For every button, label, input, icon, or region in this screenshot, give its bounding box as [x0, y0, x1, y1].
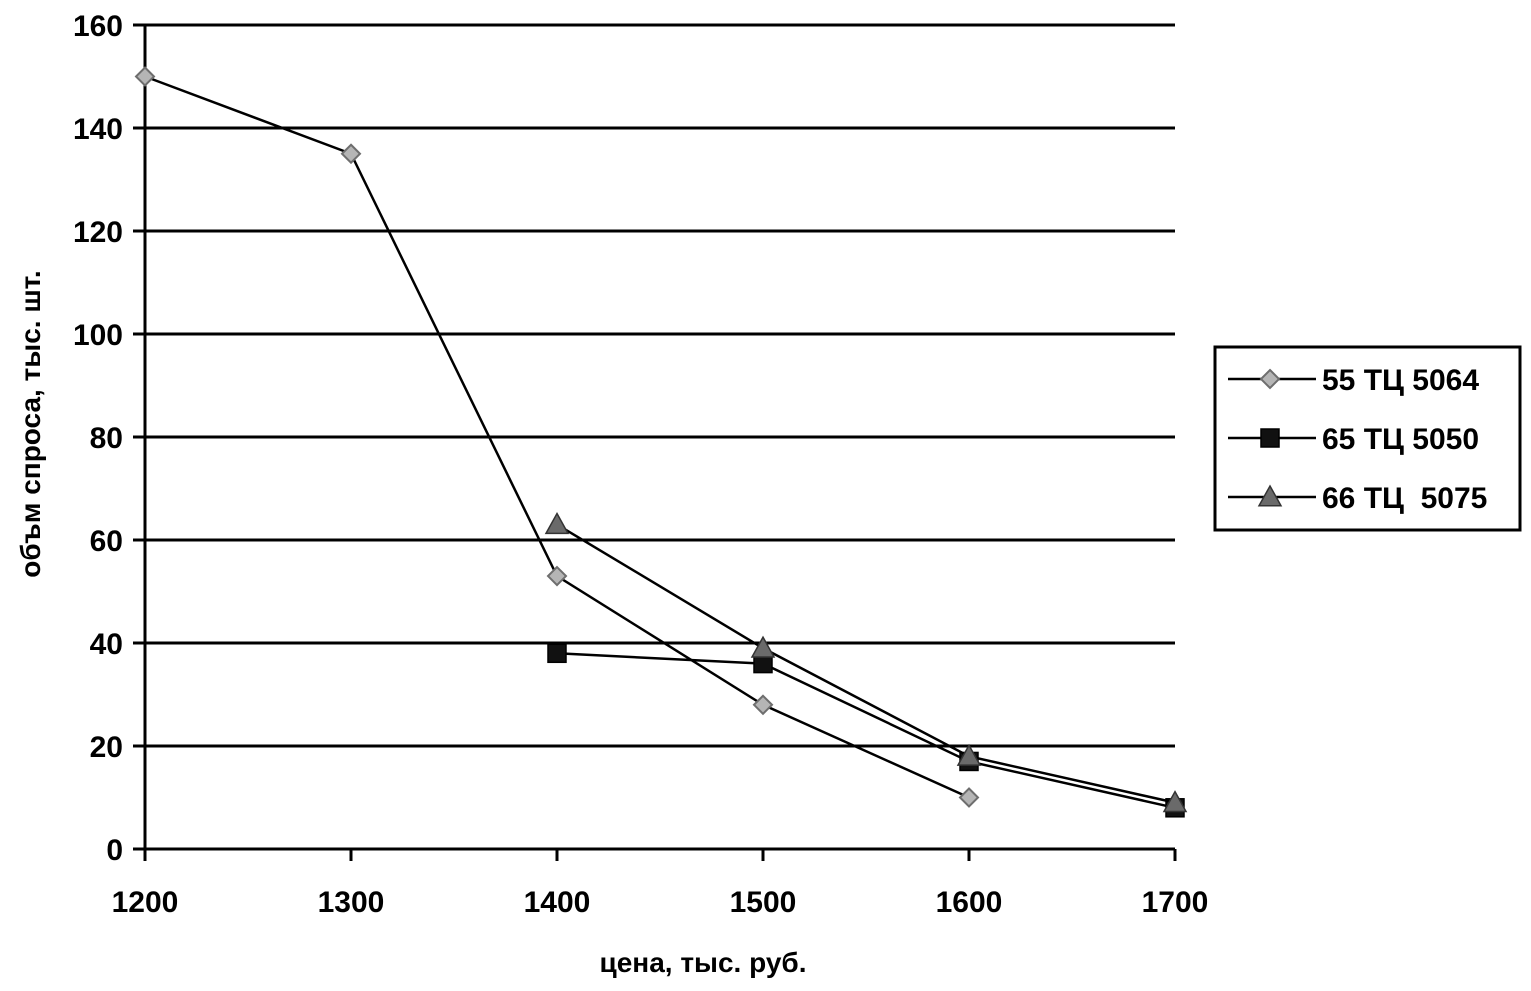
x-tick-label-1700: 1700: [1142, 886, 1209, 919]
y-tick-label-20: 20: [90, 731, 123, 764]
legend-item-3: 66 ТЦ 5075: [1228, 482, 1487, 515]
y-tick-label-120: 120: [73, 216, 123, 249]
series-2: [547, 643, 1185, 818]
axes: [133, 23, 1177, 861]
x-tick-label-1600: 1600: [936, 886, 1003, 919]
legend-marker-3: [1257, 484, 1283, 507]
data-point-2-1400: [547, 643, 567, 664]
data-point-3-1700: [1162, 790, 1188, 813]
y-tick-label-40: 40: [90, 628, 123, 661]
legend-item-2: 65 ТЦ 5050: [1228, 423, 1479, 456]
legend-label-1: 55 ТЦ 5064: [1322, 364, 1479, 397]
legend-marker-1: [1259, 368, 1281, 390]
data-point-3-1600: [956, 743, 982, 766]
x-axis-title: цена, тыс. руб.: [600, 947, 807, 978]
legend-label-3: 66 ТЦ 5075: [1322, 482, 1487, 515]
y-tick-label-140: 140: [73, 113, 123, 146]
legend-marker-2: [1260, 428, 1280, 448]
tick-labels: 0 20 40 60 80 100 120 140 160 1200 1300 1400 1500 160…: [73, 10, 1208, 919]
y-tick-label-160: 160: [73, 10, 123, 43]
y-tick-label-80: 80: [90, 422, 123, 455]
data-point-3-1400: [544, 512, 570, 535]
legend-item-1: 55 ТЦ 5064: [1228, 364, 1479, 397]
y-tick-label-0: 0: [106, 834, 123, 867]
y-tick-label-60: 60: [90, 525, 123, 558]
data-point-1-1300: [340, 143, 362, 165]
series: [134, 66, 1188, 818]
data-point-1-1200: [134, 66, 156, 87]
series-line-3: [556, 523, 1176, 804]
series-line-2: [556, 652, 1176, 810]
series-3: [544, 512, 1188, 813]
gridlines: [145, 23, 1175, 748]
x-tick-label-1500: 1500: [730, 886, 797, 919]
legend-label-2: 65 ТЦ 5050: [1322, 423, 1479, 456]
series-1: [134, 66, 980, 808]
x-tick-label-1200: 1200: [112, 886, 179, 919]
y-tick-label-100: 100: [73, 319, 123, 352]
data-point-1-1400: [546, 565, 568, 587]
x-tick-label-1400: 1400: [524, 886, 591, 919]
data-point-3-1500: [750, 635, 776, 658]
legend: 55 ТЦ 5064 65 ТЦ 5050 66 ТЦ 5075: [1213, 345, 1522, 532]
y-axis-title: объм спроса, тыс. шт.: [15, 270, 46, 577]
data-point-1-1600: [958, 787, 980, 808]
data-point-1-1500: [752, 694, 774, 716]
x-tick-label-1300: 1300: [318, 886, 385, 919]
